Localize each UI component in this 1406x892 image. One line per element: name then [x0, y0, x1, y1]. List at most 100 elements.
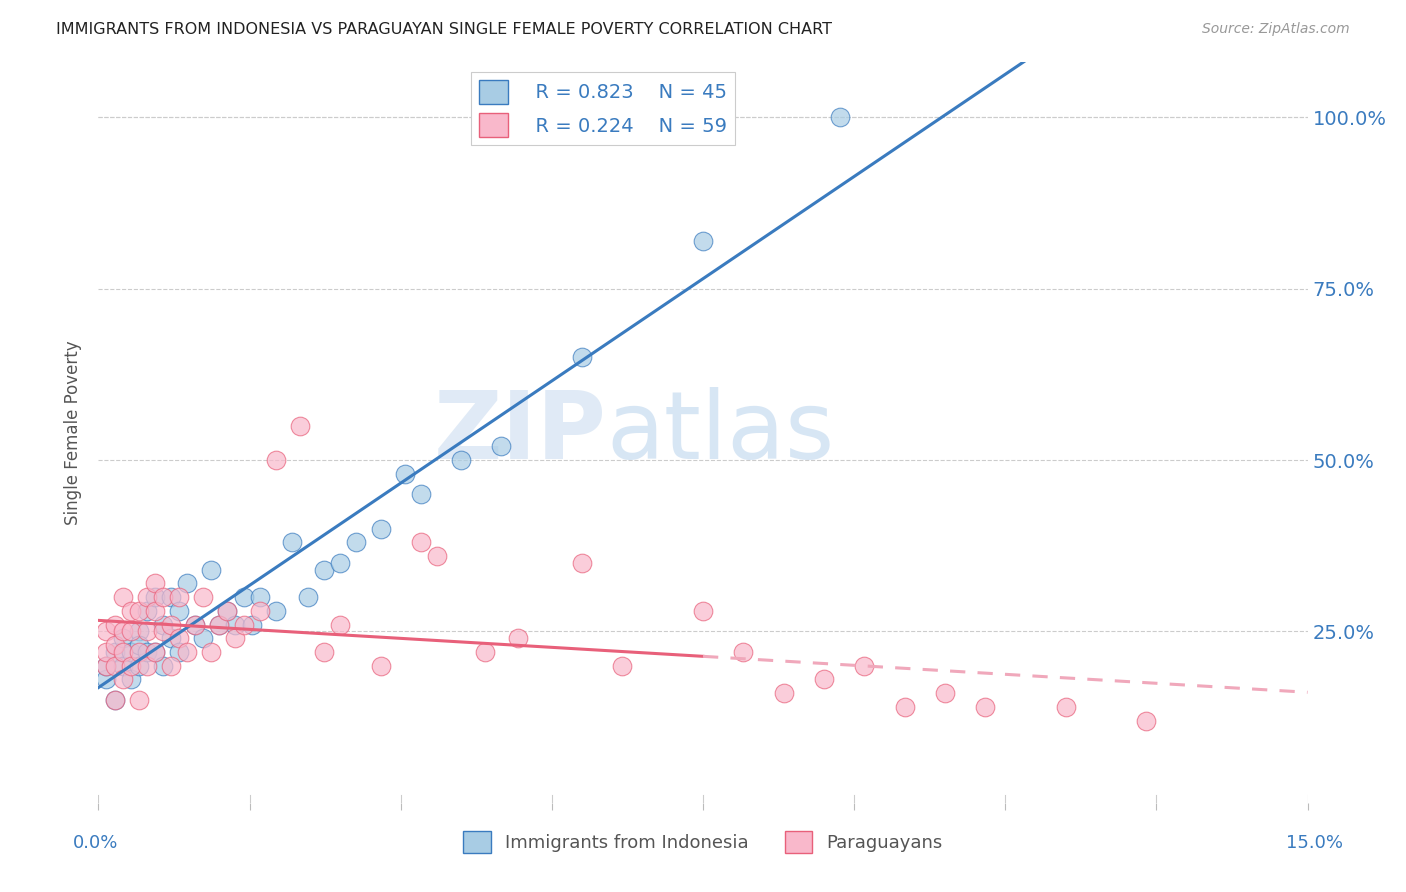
Point [217, 604, 239, 618]
Text: ZIP: ZIP [433, 386, 606, 479]
Point [160, 617, 183, 632]
Point [329, 556, 352, 570]
Point [128, 693, 150, 707]
Point [103, 693, 125, 707]
Point [344, 535, 367, 549]
Point [128, 658, 150, 673]
Point [853, 658, 876, 673]
Point [934, 686, 956, 700]
Text: Source: ZipAtlas.com: Source: ZipAtlas.com [1202, 22, 1350, 37]
Point [370, 658, 392, 673]
Point [120, 604, 142, 618]
Point [176, 576, 198, 591]
Point [143, 645, 166, 659]
Text: IMMIGRANTS FROM INDONESIA VS PARAGUAYAN SINGLE FEMALE POVERTY CORRELATION CHART: IMMIGRANTS FROM INDONESIA VS PARAGUAYAN … [56, 22, 832, 37]
Point [193, 632, 215, 646]
Point [281, 535, 304, 549]
Point [329, 617, 352, 632]
Legend:   R = 0.823    N = 45,   R = 0.224    N = 59: R = 0.823 N = 45, R = 0.224 N = 59 [471, 72, 735, 145]
Point [200, 645, 222, 659]
Point [184, 617, 207, 632]
Text: 15.0%: 15.0% [1286, 834, 1343, 852]
Point [120, 645, 142, 659]
Point [208, 617, 231, 632]
Point [111, 632, 134, 646]
Point [692, 604, 714, 618]
Point [120, 673, 142, 687]
Text: 0.0%: 0.0% [73, 834, 118, 852]
Point [152, 617, 174, 632]
Point [128, 624, 150, 639]
Point [120, 658, 142, 673]
Point [111, 658, 134, 673]
Text: atlas: atlas [606, 386, 835, 479]
Point [184, 617, 207, 632]
Point [297, 590, 319, 604]
Point [103, 617, 125, 632]
Point [167, 645, 190, 659]
Point [143, 604, 166, 618]
Point [103, 645, 125, 659]
Point [135, 624, 157, 639]
Point [111, 645, 134, 659]
Point [167, 632, 190, 646]
Point [176, 645, 198, 659]
Point [491, 439, 513, 453]
Point [135, 645, 157, 659]
Point [813, 673, 835, 687]
Point [128, 638, 150, 652]
Point [314, 645, 336, 659]
Point [426, 549, 449, 563]
Point [264, 604, 287, 618]
Point [612, 658, 634, 673]
Point [96, 658, 118, 673]
Point [143, 645, 166, 659]
Point [772, 686, 794, 700]
Point [974, 699, 997, 714]
Point [152, 624, 174, 639]
Point [135, 604, 157, 618]
Point [240, 617, 263, 632]
Y-axis label: Single Female Poverty: Single Female Poverty [65, 341, 83, 524]
Point [506, 632, 529, 646]
Point [96, 645, 118, 659]
Point [167, 590, 190, 604]
Point [120, 624, 142, 639]
Point [143, 590, 166, 604]
Point [103, 693, 125, 707]
Point [224, 632, 246, 646]
Legend: Immigrants from Indonesia, Paraguayans: Immigrants from Indonesia, Paraguayans [457, 824, 949, 861]
Point [409, 535, 432, 549]
Point [103, 638, 125, 652]
Point [160, 590, 183, 604]
Point [232, 590, 254, 604]
Point [96, 673, 118, 687]
Point [193, 590, 215, 604]
Point [208, 617, 231, 632]
Point [200, 563, 222, 577]
Point [571, 350, 593, 364]
Point [160, 658, 183, 673]
Point [152, 658, 174, 673]
Point [474, 645, 496, 659]
Point [249, 604, 271, 618]
Point [1135, 714, 1157, 728]
Point [160, 632, 183, 646]
Point [128, 604, 150, 618]
Point [733, 645, 755, 659]
Point [314, 563, 336, 577]
Point [409, 487, 432, 501]
Point [96, 624, 118, 639]
Point [111, 624, 134, 639]
Point [224, 617, 246, 632]
Point [232, 617, 254, 632]
Point [692, 234, 714, 248]
Point [893, 699, 915, 714]
Point [394, 467, 416, 481]
Point [571, 556, 593, 570]
Point [450, 453, 472, 467]
Point [135, 590, 157, 604]
Point [828, 110, 851, 124]
Point [264, 453, 287, 467]
Point [111, 590, 134, 604]
